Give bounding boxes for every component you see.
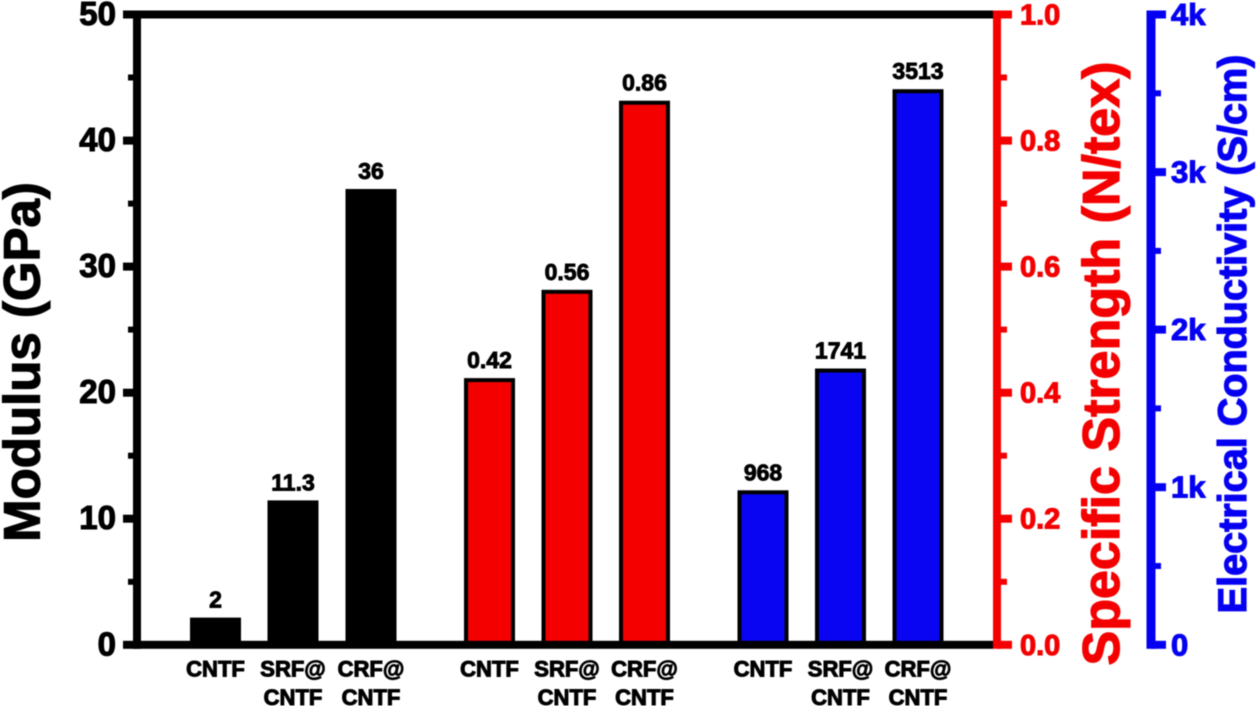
svg-text:0.6: 0.6	[1020, 252, 1060, 284]
svg-text:CNTF: CNTF	[811, 685, 870, 706]
svg-text:CNTF: CNTF	[889, 685, 948, 706]
svg-text:0.2: 0.2	[1020, 504, 1060, 536]
svg-text:CNTF: CNTF	[734, 657, 793, 682]
svg-text:CNTF: CNTF	[186, 657, 245, 682]
svg-text:50: 50	[79, 0, 116, 32]
svg-text:CNTF: CNTF	[538, 685, 597, 706]
svg-text:1.0: 1.0	[1020, 0, 1060, 32]
svg-text:CNTF: CNTF	[342, 685, 401, 706]
svg-text:3513: 3513	[892, 58, 943, 84]
svg-text:CNTF: CNTF	[460, 657, 519, 682]
svg-text:36: 36	[358, 158, 384, 184]
svg-text:1k: 1k	[1171, 470, 1206, 505]
svg-text:4k: 4k	[1171, 0, 1206, 32]
svg-text:0.86: 0.86	[622, 70, 667, 96]
svg-text:0.56: 0.56	[545, 259, 590, 285]
svg-text:0.4: 0.4	[1020, 378, 1060, 410]
svg-text:2: 2	[209, 587, 222, 613]
svg-text:CRF@: CRF@	[611, 657, 678, 682]
svg-text:2k: 2k	[1171, 312, 1206, 347]
svg-text:0.42: 0.42	[467, 347, 512, 373]
svg-text:3k: 3k	[1171, 155, 1206, 190]
svg-text:0: 0	[1171, 627, 1188, 662]
svg-text:0: 0	[98, 625, 116, 662]
svg-text:Specific Strength (N/tex): Specific Strength (N/tex)	[1073, 62, 1131, 666]
svg-text:CRF@: CRF@	[885, 657, 952, 682]
svg-text:968: 968	[744, 459, 783, 485]
svg-text:30: 30	[79, 247, 116, 284]
svg-text:10: 10	[79, 499, 116, 536]
svg-text:CNTF: CNTF	[264, 685, 323, 706]
svg-text:SRF@: SRF@	[808, 657, 873, 682]
svg-text:1741: 1741	[815, 338, 866, 364]
svg-text:0.8: 0.8	[1020, 126, 1060, 158]
svg-text:Electrical Conductivity (S/cm): Electrical Conductivity (S/cm)	[1211, 55, 1255, 614]
svg-text:SRF@: SRF@	[534, 657, 599, 682]
svg-text:CRF@: CRF@	[338, 657, 405, 682]
svg-text:CNTF: CNTF	[615, 685, 674, 706]
svg-text:11.3: 11.3	[271, 469, 315, 495]
svg-text:SRF@: SRF@	[260, 657, 325, 682]
svg-text:Modulus (GPa): Modulus (GPa)	[0, 182, 51, 542]
svg-text:40: 40	[79, 121, 116, 158]
svg-text:0.0: 0.0	[1020, 630, 1060, 662]
svg-text:20: 20	[79, 373, 116, 410]
